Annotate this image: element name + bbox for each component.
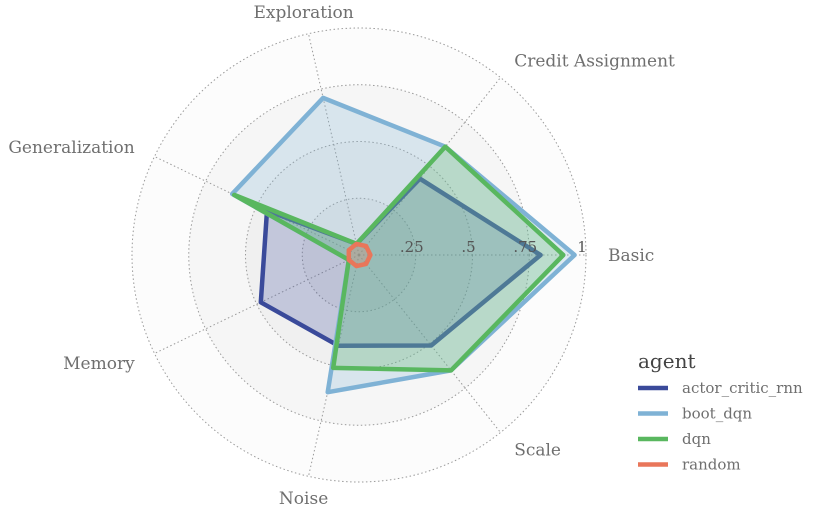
series-random bbox=[346, 241, 373, 269]
axis-spoke bbox=[358, 254, 501, 433]
series-polygons bbox=[229, 95, 577, 395]
series-dqn bbox=[231, 144, 566, 373]
axis-label-credit-assignment: Credit Assignment bbox=[514, 51, 675, 71]
radial-tick-labels: .25 .5 .75 1 bbox=[400, 238, 587, 256]
axis-label-memory: Memory bbox=[63, 354, 135, 374]
axis-label-exploration: Exploration bbox=[253, 3, 353, 23]
legend-label: actor_critic_rnn bbox=[682, 379, 803, 397]
axis-spoke bbox=[154, 254, 360, 354]
axis-label-generalization: Generalization bbox=[8, 138, 134, 158]
legend-label: dqn bbox=[682, 430, 711, 448]
axis-label-scale: Scale bbox=[514, 441, 561, 461]
axis-spoke bbox=[358, 77, 501, 256]
axis-label-basic: Basic bbox=[608, 246, 654, 266]
axis-spoke bbox=[308, 33, 360, 256]
rtick-label: .5 bbox=[461, 238, 475, 256]
series-actor-critic-rnn bbox=[258, 176, 543, 348]
grid-ring bbox=[131, 27, 587, 483]
axis-labels: Basic Credit Assignment Exploration General… bbox=[8, 3, 675, 509]
rtick-label: .25 bbox=[400, 238, 424, 256]
legend-label: random bbox=[682, 456, 741, 474]
rtick-label: .75 bbox=[513, 238, 537, 256]
legend-title: agent bbox=[638, 349, 695, 373]
grid-ring bbox=[188, 84, 530, 426]
legend-label: boot_dqn bbox=[682, 405, 752, 423]
axis-label-noise: Noise bbox=[279, 489, 328, 509]
rtick-label: 1 bbox=[577, 238, 587, 256]
